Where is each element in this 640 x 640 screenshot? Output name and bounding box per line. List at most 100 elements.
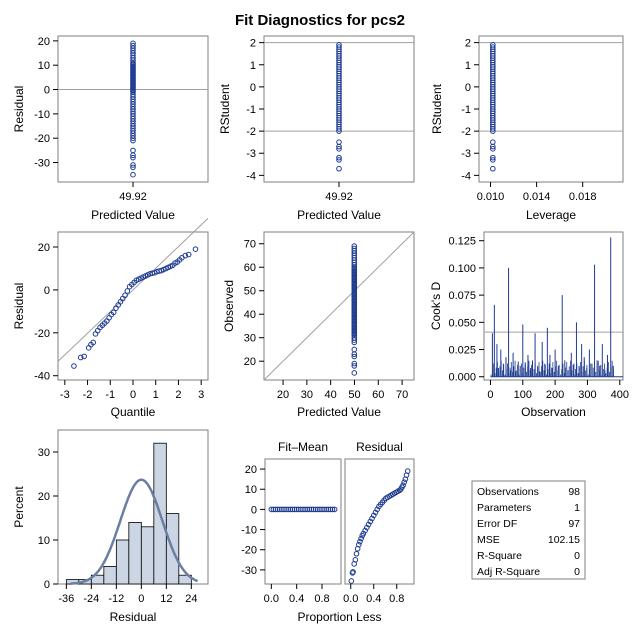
p7-histogram-bar (115, 539, 130, 585)
p4-qq-point (192, 246, 199, 252)
p1-residual-point (130, 152, 136, 159)
p5-frame (263, 231, 415, 381)
cooks-d-plot: 0.000 0.025 0.050 0.075 0.100 0.125 0 100 200 300… (429, 231, 629, 419)
p2-ylabel: RStudent (218, 83, 232, 134)
p1-ylabel: Residual (12, 86, 26, 133)
p2-rstudent-point (336, 165, 342, 172)
figure-title: Fit Diagnostics for pcs2 (235, 12, 405, 29)
p7-xtick-label: -12 (108, 593, 124, 605)
p5-ytick-label: 70 (244, 239, 256, 251)
p5-observed-point (351, 337, 358, 343)
p8-residual-xtick-label: 0.4 (366, 593, 381, 605)
p6-ytick-label: 0.100 (448, 263, 476, 275)
p3-ytick-label: -2 (461, 126, 471, 138)
p5-ytick-label: 20 (244, 356, 256, 368)
p1-ytick-label: -30 (34, 158, 50, 170)
stats-label: Observations (477, 486, 539, 498)
p8-residual-point (401, 479, 408, 485)
p5-xtick-label: 30 (301, 389, 313, 401)
p1-residual-point (130, 164, 136, 171)
p7-xtick-label: 0 (138, 593, 144, 605)
p6-xlabel: Observation (521, 405, 586, 419)
p7-xlabel: Residual (110, 610, 157, 624)
p8-residual-frame (344, 458, 415, 585)
p4-xtick-label: 3 (198, 389, 204, 401)
p2-ytick-label: 2 (250, 38, 256, 50)
p6-ytick-label: 0.075 (448, 290, 476, 302)
p3-ytick-label: 1 (465, 60, 471, 72)
p4-qq-point (77, 354, 84, 361)
p1-ytick-label: 20 (38, 36, 50, 48)
p5-observed-point (351, 370, 358, 376)
p6-xtick-label: 100 (514, 389, 532, 401)
p5-xtick-label: 60 (372, 389, 384, 401)
p8-residual-point (400, 482, 406, 489)
p4-ytick-label: -40 (34, 371, 50, 383)
p3-ytick-label: 2 (465, 38, 471, 50)
p8-ytick-label: -10 (241, 525, 257, 537)
rstudent-by-leverage-plot: -4 -3 -2 -1 0 1 2 0.010 0.014 0.018 Leverage RStude… (430, 35, 624, 222)
p7-histogram-bar (103, 566, 117, 585)
p1-ytick-label: -10 (34, 109, 50, 121)
p5-xtick-label: 40 (325, 389, 337, 401)
p8-ytick-label: 10 (245, 484, 257, 496)
p3-leverage-point (490, 146, 496, 152)
p7-xtick-label: -36 (58, 593, 74, 605)
p1-residual-point (130, 137, 136, 144)
p5-observed-point (351, 363, 358, 369)
stats-label: Error DF (477, 518, 517, 530)
p2-rstudent-point (336, 143, 342, 150)
p7-histogram-bar (140, 526, 155, 585)
p4-ytick-label: 0 (44, 285, 50, 297)
p7-xtick-label: 12 (160, 593, 172, 605)
p7-ytick-label: 30 (38, 447, 50, 459)
p8-fit-mean-point (329, 506, 336, 513)
p7-xtick-label: -24 (83, 593, 99, 605)
p4-xtick-label: -1 (105, 389, 115, 401)
p3-leverage-point (490, 128, 496, 134)
p8-fit-mean-xtick-label: 0.0 (264, 593, 279, 605)
p2-rstudent-point (336, 146, 342, 152)
p7-histogram-bar (128, 522, 142, 585)
p4-qq-point (71, 363, 77, 369)
p2-rstudent-point (336, 154, 342, 161)
p3-ytick-label: 0 (465, 82, 471, 94)
p7-ytick-label: 20 (38, 491, 50, 503)
p6-xtick-label: 0 (487, 389, 493, 401)
stats-label: MSE (477, 534, 500, 546)
p5-observed-point (351, 339, 358, 346)
p3-xtick-label: 0.014 (523, 191, 551, 203)
residual-qq-plot: -40 -20 0 20 -3 -2 -1 0 1 2 3 Quantile Residual (12, 218, 209, 419)
p6-xtick-label: 300 (578, 389, 596, 401)
p1-residual-point (130, 154, 136, 161)
p4-xlabel: Quantile (111, 405, 156, 419)
p8-residual-title: Residual (356, 440, 403, 454)
p1-residual-point (130, 162, 136, 168)
p1-ytick-label: 10 (38, 60, 50, 72)
p7-ylabel: Percent (12, 486, 26, 528)
p6-xtick-label: 200 (546, 389, 564, 401)
p6-frame (483, 231, 624, 381)
p4-xtick-label: -2 (83, 389, 93, 401)
rstudent-by-predicted-plot: -4 -3 -2 -1 0 1 2 49.92 Predicted Value RStudent (218, 35, 415, 222)
p3-leverage-point (490, 157, 496, 163)
p2-ytick-label: -4 (246, 170, 256, 182)
p5-xtick-label: 70 (396, 389, 408, 401)
p3-leverage-point (490, 126, 496, 132)
p5-ytick-label: 30 (244, 333, 256, 345)
p7-ytick-label: 0 (44, 579, 50, 591)
p7-xtick-label: 24 (185, 593, 197, 605)
p4-qq-point (90, 339, 97, 346)
p1-xlabel: Predicted Value (91, 208, 175, 222)
p3-ylabel: RStudent (430, 83, 444, 134)
p1-xtick-label: 49.92 (119, 191, 147, 203)
p4-qq-point (124, 288, 131, 294)
p6-ytick-label: 0.000 (448, 372, 476, 384)
p1-ytick-label: 0 (44, 85, 50, 97)
p4-xtick-label: -3 (60, 389, 70, 401)
p4-xtick-label: 1 (153, 389, 159, 401)
p8-residual-point (357, 538, 363, 545)
p7-histogram-bar (178, 574, 192, 585)
p1-residual-point (130, 171, 136, 178)
p7-normal-curve (70, 478, 199, 585)
